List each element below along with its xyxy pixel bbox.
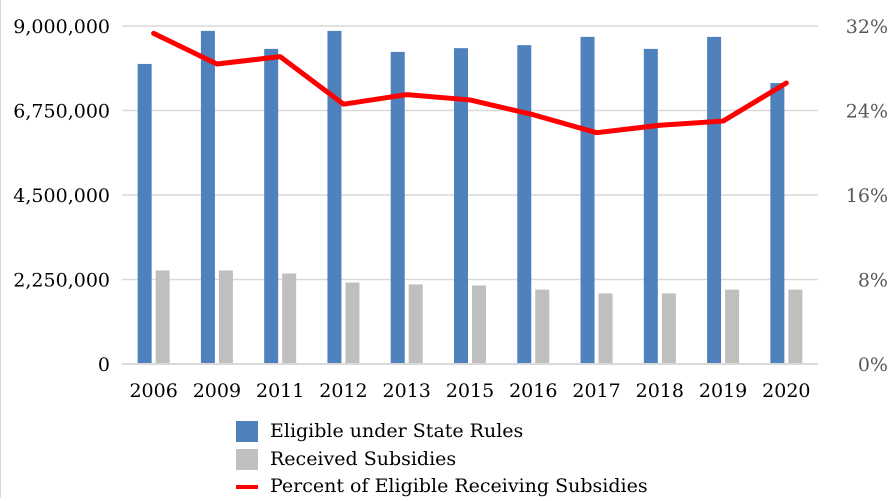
bar-received [599,293,613,363]
bar-eligible [770,83,784,363]
legend-swatch-percent [236,485,258,489]
combo-chart: 0 2,250,000 4,500,000 6,750,000 9,000,000 0%… [0,0,889,410]
right-axis-tick-label: 8% [858,270,888,292]
legend-label-received: Received Subsidies [270,450,456,469]
left-axis-tick-label: 9,000,000 [13,16,110,38]
x-axis-tick-label: 2012 [319,380,367,402]
right-axis-tick-label: 24% [846,101,888,123]
left-axis-tick-label: 2,250,000 [13,270,110,292]
x-axis-tick-label: 2018 [636,380,684,402]
bar-received [535,290,549,363]
bar-eligible [138,64,152,363]
x-axis-tick-label: 2019 [699,380,747,402]
x-axis-tick-label: 2017 [572,380,620,402]
bar-eligible [201,31,215,363]
bar-eligible [707,37,721,363]
right-axis-tick-label: 16% [846,185,888,207]
bar-received [472,286,486,363]
right-axis-tick-label: 32% [846,16,888,38]
bar-eligible [581,37,595,363]
bar-received [345,283,359,363]
legend-label-eligible: Eligible under State Rules [270,422,523,441]
bar-eligible [644,49,658,363]
x-axis-tick-label: 2015 [446,380,494,402]
left-axis-tick-label: 0 [98,354,110,376]
right-axis: 0% 8% 16% 24% 32% [846,16,888,376]
legend: Eligible under State Rules Received Subs… [236,418,648,501]
left-axis-tick-label: 4,500,000 [13,185,110,207]
x-axis-tick-label: 2011 [256,380,304,402]
bar-eligible [327,31,341,363]
x-axis-tick-label: 2013 [383,380,431,402]
x-axis-tick-label: 2006 [129,380,177,402]
bar-received [282,273,296,363]
bar-received [662,293,676,363]
x-axis: 2006 2009 2011 2012 2013 2015 2016 2017 2018 2019… [129,380,810,402]
bar-received [219,270,233,363]
bar-eligible [517,45,531,363]
line-series [154,33,787,132]
x-axis-tick-label: 2020 [762,380,810,402]
legend-item-received: Received Subsidies [236,446,648,474]
bar-received [725,290,739,363]
legend-label-percent: Percent of Eligible Receiving Subsidies [270,477,648,496]
right-axis-tick-label: 0% [858,354,888,376]
percent-line [154,33,787,132]
legend-swatch-eligible [236,421,258,442]
x-axis-tick-label: 2009 [193,380,241,402]
bar-series [138,31,803,363]
legend-item-percent: Percent of Eligible Receiving Subsidies [236,473,648,501]
x-axis-tick-label: 2016 [509,380,557,402]
left-axis: 0 2,250,000 4,500,000 6,750,000 9,000,000 [13,16,110,376]
bar-received [156,270,170,363]
bar-eligible [264,49,278,363]
bar-eligible [454,48,468,363]
legend-item-eligible: Eligible under State Rules [236,418,648,446]
bar-received [409,284,423,363]
left-axis-tick-label: 6,750,000 [13,101,110,123]
bar-received [788,290,802,363]
legend-swatch-received [236,449,258,470]
